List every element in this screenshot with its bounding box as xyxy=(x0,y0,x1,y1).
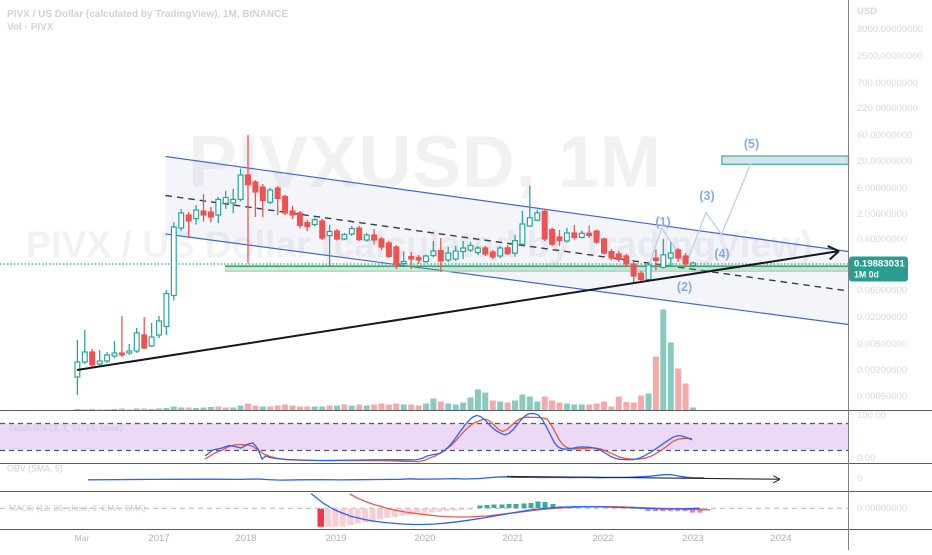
svg-text:PIVX / US Dollar (calculated b: PIVX / US Dollar (calculated by TradingV… xyxy=(7,9,288,20)
svg-text:2022: 2022 xyxy=(592,533,613,544)
svg-text:100.00: 100.00 xyxy=(857,410,886,421)
svg-text:(5): (5) xyxy=(744,137,759,151)
svg-text:2021: 2021 xyxy=(502,533,523,544)
svg-text:0.00600000: 0.00600000 xyxy=(857,339,907,350)
svg-text:2500.00000000: 2500.00000000 xyxy=(857,51,923,62)
svg-text:6.00000000: 6.00000000 xyxy=(857,183,907,194)
svg-text:60.00000000: 60.00000000 xyxy=(857,130,912,141)
svg-text:8000.00000000: 8000.00000000 xyxy=(857,24,923,35)
svg-text:0.19883031: 0.19883031 xyxy=(854,259,905,270)
svg-text:0.06000000: 0.06000000 xyxy=(857,285,907,296)
svg-text:2023: 2023 xyxy=(682,533,703,544)
svg-text:20.00000000: 20.00000000 xyxy=(857,156,912,167)
svg-text:(2): (2) xyxy=(677,280,692,294)
svg-text:PIVXUSD, 1M: PIVXUSD, 1M xyxy=(188,122,661,203)
svg-text:2020: 2020 xyxy=(414,533,435,544)
svg-text:1M 0d: 1M 0d xyxy=(854,270,879,280)
svg-text:2018: 2018 xyxy=(235,533,256,544)
svg-text:0.60000000: 0.60000000 xyxy=(857,234,907,245)
svg-text:0.00000000: 0.00000000 xyxy=(857,503,907,514)
svg-text:2024: 2024 xyxy=(770,533,791,544)
svg-text:0.00: 0.00 xyxy=(857,453,876,464)
svg-text:USD: USD xyxy=(857,6,877,17)
svg-text:Mar: Mar xyxy=(75,533,90,543)
svg-text:(4): (4) xyxy=(714,247,729,261)
svg-text:2017: 2017 xyxy=(148,533,169,544)
svg-text:(3): (3) xyxy=(699,189,714,203)
svg-text:0.02000000: 0.02000000 xyxy=(857,312,907,323)
svg-text:0: 0 xyxy=(857,473,862,484)
svg-text:OBV (SMA, 5): OBV (SMA, 5) xyxy=(7,464,63,474)
svg-text:Stoch RSI (3, 3, 14, 14, close: Stoch RSI (3, 3, 14, 14, close) xyxy=(9,423,123,433)
svg-text:Vol · PIVX: Vol · PIVX xyxy=(7,22,54,33)
svg-text:0.00060000: 0.00060000 xyxy=(857,391,907,402)
svg-text:2019: 2019 xyxy=(325,533,346,544)
svg-text:2.00000000: 2.00000000 xyxy=(857,209,907,220)
svg-text:(1): (1) xyxy=(655,215,670,229)
svg-text:MACD (12, 26, close, 9, EMA, E: MACD (12, 26, close, 9, EMA, EMA) xyxy=(9,503,146,513)
svg-text:700.00000000: 700.00000000 xyxy=(857,78,918,89)
svg-text:220.00000000: 220.00000000 xyxy=(857,103,918,114)
svg-text:0.00200000: 0.00200000 xyxy=(857,365,907,376)
